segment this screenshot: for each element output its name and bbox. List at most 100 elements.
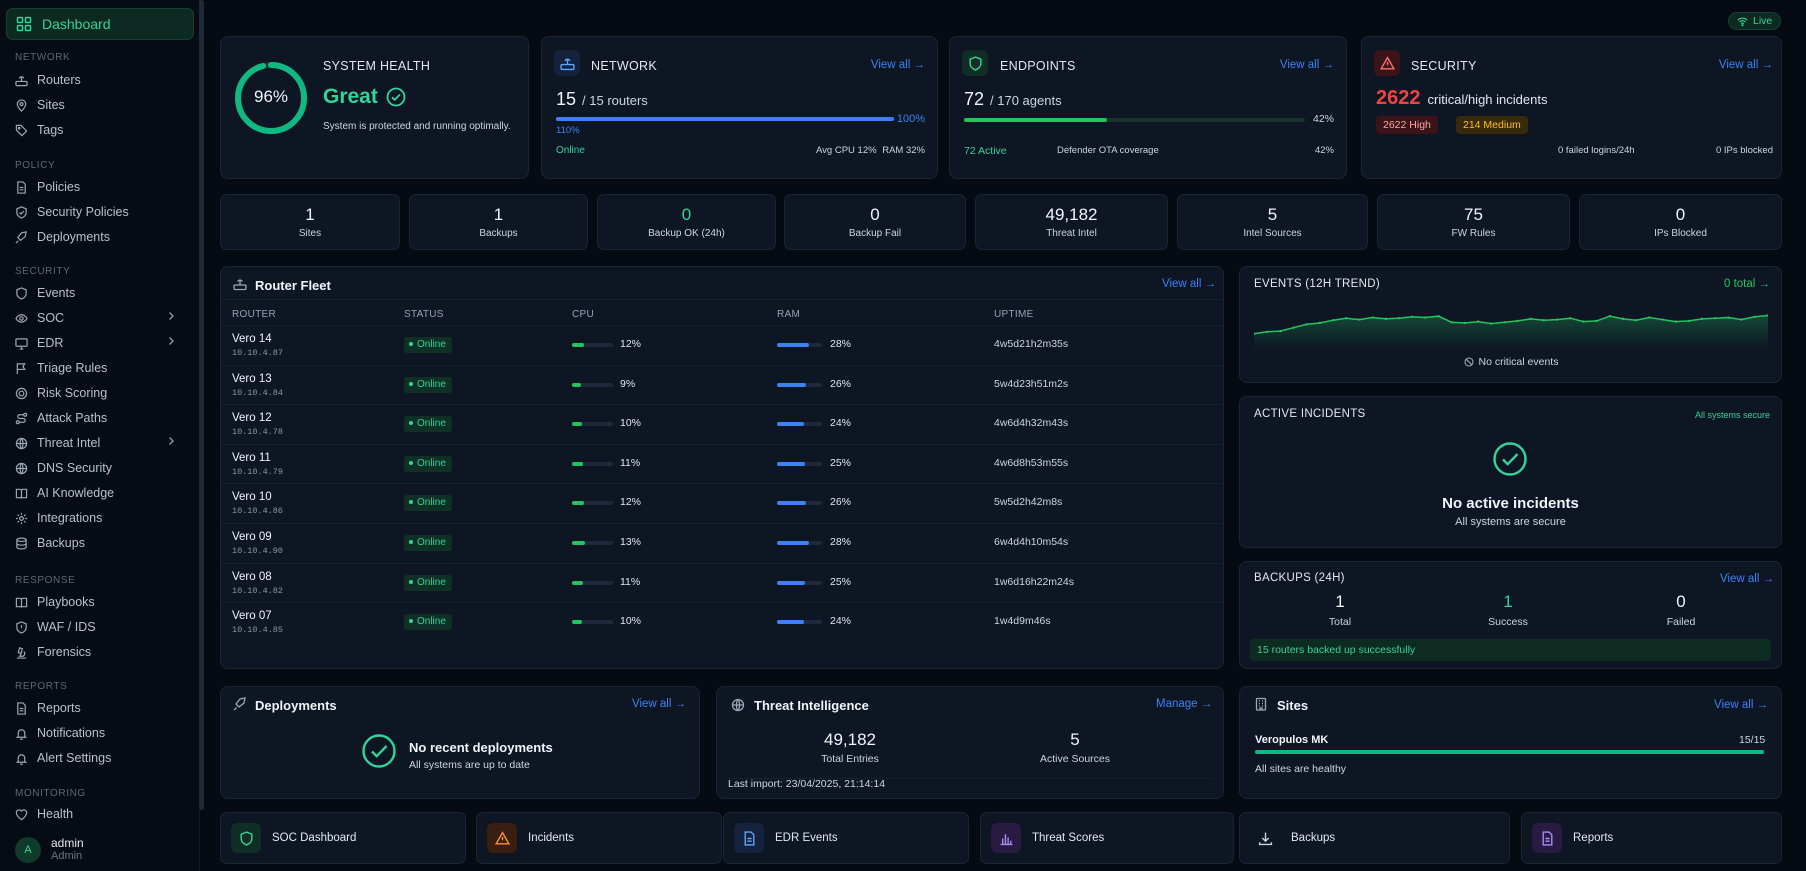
stat-fw-rules[interactable]: 75 FW Rules [1377, 194, 1570, 250]
sidebar-item-label: EDR [37, 336, 64, 350]
quick-link-edr-events[interactable]: EDR Events [723, 812, 969, 864]
quick-link-reports[interactable]: Reports [1521, 812, 1782, 864]
sidebar-item-label: Playbooks [37, 595, 95, 609]
status-badge: Online [404, 535, 452, 551]
sidebar-item-reports[interactable]: Reports [15, 697, 190, 719]
sidebar-item-risk-scoring[interactable]: Risk Scoring [15, 382, 190, 404]
bell-settings-icon [15, 753, 28, 765]
quick-link-incidents[interactable]: Incidents [476, 812, 722, 864]
stat-ips-blocked[interactable]: 0 IPs Blocked [1579, 194, 1782, 250]
table-row[interactable]: Vero 08 10.10.4.82 Online 11% 25% 1w6d16h22m2… [220, 563, 1223, 603]
sidebar-item-label: Sites [37, 98, 65, 112]
router-fleet-view-all-link[interactable]: View all → [1162, 278, 1217, 290]
divider [220, 483, 1223, 484]
health-desc: System is protected and running optimall… [323, 121, 511, 132]
table-row[interactable]: Vero 13 10.10.4.84 Online 9% 26% 5w4d23h51m2s [220, 365, 1223, 405]
backups-view-all-link[interactable]: View all → [1720, 573, 1775, 585]
sidebar-item-soc[interactable]: SOC [15, 307, 190, 329]
sidebar-item-threat-intel[interactable]: Threat Intel [15, 432, 190, 454]
chevron-right-icon [169, 312, 174, 320]
trend-point [1569, 317, 1572, 320]
trend-point [1318, 321, 1322, 325]
trend-point [1608, 314, 1612, 318]
sidebar-item-routers[interactable]: Routers [15, 69, 190, 91]
stat-label: Backups [479, 228, 518, 239]
quick-link-backups[interactable]: Backups [1239, 812, 1510, 864]
sidebar-item-triage-rules[interactable]: Triage Rules [15, 357, 190, 379]
book-icon [15, 488, 28, 499]
events-total-link[interactable]: 0 total → [1724, 278, 1771, 290]
table-row[interactable]: Vero 12 10.10.4.78 Online 10% 24% 4w6d4h32m43… [220, 404, 1223, 444]
router-name: Vero 14 [232, 333, 272, 345]
table-row[interactable]: Vero 14 10.10.4.87 Online 12% 28% 4w5d21h2m35… [220, 325, 1223, 365]
sidebar-item-playbooks[interactable]: Playbooks [15, 591, 190, 613]
sidebar-item-forensics[interactable]: Forensics [15, 641, 190, 663]
router-name: Vero 13 [232, 373, 272, 385]
sidebar-item-label: Attack Paths [37, 411, 108, 425]
sidebar-item-alert-settings[interactable]: Alert Settings [15, 747, 190, 769]
sidebar-item-deployments[interactable]: Deployments [15, 226, 190, 248]
sidebar-item-notifications[interactable]: Notifications [15, 722, 190, 744]
sidebar-item-label: Triage Rules [37, 361, 108, 375]
tag-icon [15, 124, 28, 136]
incidents-card [1239, 396, 1782, 548]
table-row[interactable]: Vero 11 10.10.4.79 Online 11% 25% 4w6d8h53m55… [220, 444, 1223, 484]
divider [220, 444, 1223, 445]
threat-intel-manage-link[interactable]: Manage → [1156, 698, 1213, 710]
stat-threat-intel[interactable]: 49,182 Threat Intel [975, 194, 1168, 250]
sidebar-scrollbar[interactable] [199, 0, 204, 810]
table-row[interactable]: Vero 09 10.10.4.90 Online 13% 28% 6w4d4h10m54… [220, 523, 1223, 563]
stat-backup-ok[interactable]: 0 Backup OK (24h) [597, 194, 776, 250]
status-badge: Online [404, 456, 452, 472]
stat-backups[interactable]: 1 Backups [409, 194, 588, 250]
router-ip: 10.10.4.82 [232, 586, 284, 596]
trend-point [1331, 319, 1335, 322]
sidebar-item-label: Tags [37, 123, 64, 137]
sidebar-item-label: AI Knowledge [37, 486, 115, 500]
table-row[interactable]: Vero 10 10.10.4.86 Online 12% 26% 5w5d2h42m8s [220, 483, 1223, 523]
sidebar-item-backups[interactable]: Backups [15, 532, 190, 554]
stat-sites[interactable]: 1 Sites [220, 194, 400, 250]
sidebar-item-health[interactable]: Health [15, 803, 190, 825]
quick-link-label: EDR Events [775, 832, 838, 844]
stat-value: 1 [493, 205, 504, 224]
cpu-bar [572, 541, 613, 545]
deployments-view-all-link[interactable]: View all → [632, 698, 687, 710]
sidebar-item-tags[interactable]: Tags [15, 119, 190, 141]
security-view-all-link[interactable]: View all → [1718, 59, 1773, 71]
user-name: admin [51, 835, 84, 850]
sidebar-item-label: Dashboard [42, 16, 111, 32]
network-view-all-link[interactable]: View all → [870, 59, 925, 71]
stat-intel-sources[interactable]: 5 Intel Sources [1177, 194, 1368, 250]
router-name: Vero 08 [232, 571, 272, 583]
sidebar-item-integrations[interactable]: Integrations [15, 507, 190, 529]
ram-percent: 26% [830, 378, 852, 390]
trend-point [1674, 320, 1677, 323]
sidebar-item-attack-paths[interactable]: Attack Paths [15, 407, 190, 429]
sidebar-item-security-policies[interactable]: Security Policies [15, 201, 190, 223]
route-icon [15, 412, 28, 424]
sidebar-item-policies[interactable]: Policies [15, 176, 190, 198]
sidebar-item-events[interactable]: Events [15, 282, 190, 304]
sidebar-item-waf-ids[interactable]: WAF / IDS [15, 616, 190, 638]
sidebar: Dashboard NETWORK Routers Sites Tags POL… [0, 0, 200, 871]
sidebar-item-edr[interactable]: EDR [15, 332, 190, 354]
endpoints-view-all-link[interactable]: View all → [1279, 59, 1334, 71]
section-policy: POLICY [15, 160, 56, 171]
sidebar-item-ai-knowledge[interactable]: AI Knowledge [15, 482, 190, 504]
ram-percent: 25% [830, 576, 852, 588]
table-row[interactable]: Vero 07 10.10.4.85 Online 10% 24% 1w4d9m46s [220, 602, 1223, 642]
router-name: Vero 10 [232, 491, 272, 503]
sidebar-item-dashboard[interactable]: Dashboard [6, 8, 194, 40]
quick-link-threat-scores[interactable]: Threat Scores [980, 812, 1234, 864]
quick-link-soc-dashboard[interactable]: SOC Dashboard [220, 812, 466, 864]
trend-point [1254, 332, 1256, 336]
stat-backup-fail[interactable]: 0 Backup Fail [784, 194, 966, 250]
router-name: Vero 07 [232, 610, 272, 622]
sites-view-all-link[interactable]: View all → [1714, 699, 1769, 711]
user-profile[interactable]: A admin Admin [0, 828, 200, 871]
shield-alert-icon [16, 620, 27, 634]
shield-icon [16, 286, 27, 300]
sidebar-item-dns-security[interactable]: DNS Security [15, 457, 190, 479]
sidebar-item-sites[interactable]: Sites [15, 94, 190, 116]
